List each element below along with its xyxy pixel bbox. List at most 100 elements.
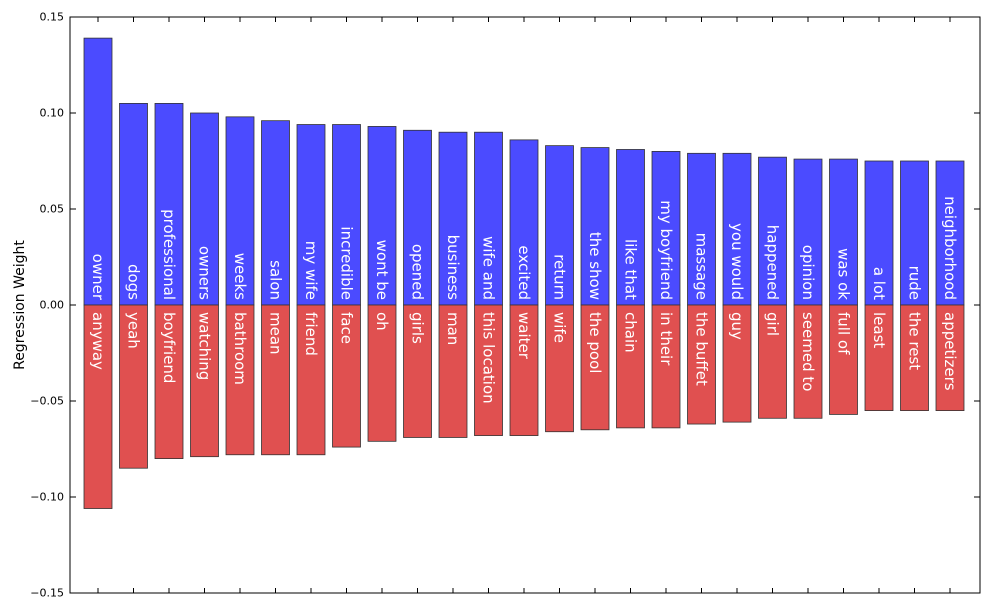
positive-bar-label: dogs [125,264,143,300]
negative-bar-label: bathroom [231,312,249,385]
positive-bar-label: opened [409,244,427,300]
negative-bar-label: yeah [125,312,143,349]
negative-bar-label: guy [728,312,746,340]
positive-bar-label: business [444,235,462,301]
negative-bar [225,304,255,456]
negative-bar [829,304,858,415]
negative-bar [722,304,752,423]
positive-bar [864,160,894,306]
positive-bar [651,150,681,306]
positive-bar [438,131,468,306]
positive-bar [119,103,148,306]
positive-bar-label: salon [267,260,285,300]
positive-bar-label: my wife [302,241,320,300]
negative-bar-label: mean [267,312,285,355]
negative-bar-label: least [870,312,888,348]
negative-bar [616,304,645,429]
negative-bar [190,304,219,458]
negative-bar-label: oh [373,312,391,331]
positive-bar-label: a lot [870,267,888,300]
positive-bar-label: neighborhood [941,196,959,300]
negative-bar [296,304,326,456]
negative-bar-label: girl [764,312,782,336]
positive-bar [616,149,645,306]
negative-bar [332,304,361,448]
positive-bar [83,37,113,306]
positive-bar-label: opinion [799,245,817,300]
negative-bar-label: man [444,312,462,345]
positive-bar [722,152,752,306]
negative-bar-label: face [338,312,356,344]
positive-bar-label: like that [622,239,640,300]
negative-bar [758,304,787,419]
negative-bar-label: full of [835,312,853,355]
positive-bar-label: happened [764,225,782,300]
positive-bar-label: return [551,254,569,300]
positive-bar-label: incredible [338,226,356,300]
negative-bar [438,304,468,438]
y-tick-label: −0.15 [30,587,64,600]
negative-bar-label: waiter [515,312,533,360]
positive-bar [261,120,290,306]
positive-bar [793,158,823,306]
negative-bar-label: the pool [586,312,604,373]
negative-bar [864,304,894,411]
negative-bar [651,304,681,429]
positive-bar [403,129,432,306]
y-tick-label: 0.00 [40,299,65,312]
negative-bar [154,304,184,460]
negative-bar-label: the buffet [693,312,711,386]
negative-bar [403,304,432,438]
negative-bar [509,304,539,436]
positive-bar-label: my boyfriend [657,200,675,300]
negative-bar [367,304,397,442]
negative-bar [580,304,610,431]
positive-bar [545,145,574,306]
negative-bar [119,304,148,469]
positive-bar [829,158,858,306]
negative-bar [900,304,929,411]
negative-bar-label: seemed to [799,312,817,391]
negative-bar [687,304,716,425]
positive-bar-label: was ok [835,248,853,300]
positive-bar [687,152,716,306]
positive-bar [474,131,503,306]
negative-bar-label: girls [409,312,427,344]
y-tick-label: −0.05 [30,395,64,408]
positive-bar-label: weeks [231,253,249,300]
positive-bar [154,103,184,306]
negative-bar-label: boyfriend [160,312,178,383]
y-tick-label: 0.05 [40,203,65,216]
positive-bar [935,160,965,306]
negative-bar-label: friend [302,312,320,356]
y-tick-label: 0.15 [40,11,65,24]
positive-bar-label: massage [693,233,711,300]
positive-bar [332,124,361,306]
y-axis-label: Regression Weight [12,240,28,370]
negative-bar-label: watching [196,312,214,380]
negative-bar-label: in their [657,312,675,366]
negative-bar-label: the rest [906,312,924,370]
positive-bar-label: professional [160,209,178,300]
positive-bar-label: you would [728,223,746,300]
negative-bar [83,304,113,509]
positive-bar-label: wife and [480,236,498,300]
positive-bar-label: owner [89,254,107,301]
negative-bar-label: chain [622,312,640,353]
y-tick-label: −0.10 [30,491,64,504]
positive-bar-label: the show [586,232,604,300]
positive-bar [190,112,219,306]
y-tick-label: 0.10 [40,107,65,120]
positive-bar-label: owners [196,246,214,300]
negative-bar [935,304,965,411]
negative-bar [545,304,574,433]
positive-bar-label: excited [515,245,533,300]
negative-bar-label: anyway [89,312,107,370]
positive-bar-label: rude [906,266,924,300]
positive-bar-label: wont be [373,240,391,300]
negative-bar-label: appetizers [941,312,959,391]
positive-bar [900,160,929,306]
negative-bar [261,304,290,456]
negative-bar-label: wife [551,312,569,343]
